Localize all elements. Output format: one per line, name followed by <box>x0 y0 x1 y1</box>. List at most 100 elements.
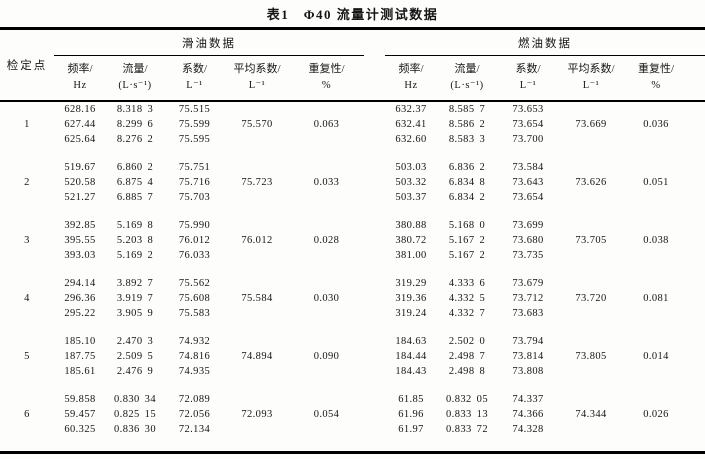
cell-oil-flow: 3.905 9 <box>116 308 154 319</box>
cell-fuel-average: 73.805 <box>575 351 607 362</box>
cell-fuel-coefficient: 73.794 <box>512 336 544 347</box>
cell-fuel-frequency: 319.24 <box>395 308 427 319</box>
column-name: 流量/ <box>454 62 480 75</box>
cell-oil-repeatability: 0.033 <box>313 177 340 188</box>
cell-fuel-frequency: 632.60 <box>395 134 427 145</box>
cell-oil-flow: 8.318 3 <box>116 104 154 115</box>
cell-oil-flow: 5.169 2 <box>116 250 154 261</box>
column-header-flow: 流量/ (L·s⁻¹) <box>106 55 164 102</box>
cell-fuel-repeatability: 0.038 <box>643 235 669 246</box>
data-row: 393.03 5.169 2 76.033 381.00 5.167 2 73.735 <box>0 248 705 263</box>
cell-oil-flow: 2.470 3 <box>116 336 154 347</box>
cell-point: 4 <box>24 293 30 304</box>
cell-oil-coefficient: 75.515 <box>178 104 211 115</box>
spacer-row <box>0 263 705 276</box>
cell-oil-coefficient: 75.562 <box>178 278 211 289</box>
cell-fuel-average: 73.720 <box>575 293 607 304</box>
cell-fuel-flow: 0.833 13 <box>446 409 488 420</box>
cell-oil-repeatability: 0.028 <box>313 235 340 246</box>
group-gap <box>364 28 386 102</box>
cell-oil-average: 75.570 <box>241 119 273 130</box>
cell-fuel-frequency: 503.37 <box>395 192 427 203</box>
cell-oil-flow: 5.203 8 <box>116 235 154 246</box>
cell-fuel-flow: 6.836 2 <box>448 162 486 173</box>
cell-fuel-frequency: 380.88 <box>395 220 427 231</box>
cell-fuel-frequency: 61.97 <box>398 424 424 435</box>
cell-oil-coefficient: 76.033 <box>178 250 211 261</box>
cell-fuel-flow: 4.333 6 <box>448 278 486 289</box>
cell-oil-coefficient: 74.935 <box>178 366 211 377</box>
cell-oil-coefficient: 75.751 <box>178 162 211 173</box>
column-unit: % <box>321 80 332 92</box>
group-gap-cell <box>364 392 385 437</box>
cell-fuel-coefficient: 74.337 <box>512 394 544 405</box>
cell-fuel-average: 73.705 <box>575 235 607 246</box>
cell-oil-flow: 3.919 7 <box>116 293 154 304</box>
column-name: 平均系数/ <box>567 62 615 75</box>
data-row: 295.22 3.905 9 75.583 319.24 4.332 7 73.683 <box>0 306 705 321</box>
cell-oil-frequency: 628.16 <box>64 104 96 115</box>
column-header-frequency: 频率/Hz <box>385 55 438 102</box>
column-unit: Hz <box>404 80 418 92</box>
group-gap-cell <box>364 334 385 379</box>
cell-fuel-repeatability: 0.051 <box>643 177 669 188</box>
cell-fuel-frequency: 184.43 <box>395 366 427 377</box>
column-header-flow: 流量/ (L·s⁻¹) <box>437 55 498 102</box>
cell-fuel-flow: 0.833 72 <box>446 424 488 435</box>
cell-fuel-frequency: 61.85 <box>398 394 424 405</box>
cell-fuel-frequency: 61.96 <box>398 409 424 420</box>
cell-oil-flow: 2.509 5 <box>116 351 154 362</box>
spacer-cell <box>0 263 705 276</box>
cell-oil-frequency: 185.61 <box>64 366 96 377</box>
spacer-row <box>0 205 705 218</box>
cell-fuel-flow: 0.832 05 <box>446 394 488 405</box>
data-row: 2 519.67 6.860 2 75.751 75.723 0.033 503.03 6.8… <box>0 160 705 188</box>
cell-oil-average: 72.093 <box>241 409 273 420</box>
cell-fuel-coefficient: 73.814 <box>512 351 544 362</box>
cell-fuel-coefficient: 73.654 <box>512 192 544 203</box>
cell-oil-flow: 0.836 30 <box>114 424 156 435</box>
column-unit: (L·s⁻¹) <box>118 80 152 92</box>
cell-oil-repeatability: 0.063 <box>313 119 340 130</box>
column-header-coefficient: 系数/L⁻¹ <box>164 55 225 102</box>
data-row: 185.61 2.476 9 74.935 184.43 2.498 8 73.808 <box>0 364 705 379</box>
cell-oil-repeatability: 0.054 <box>313 409 340 420</box>
cell-fuel-coefficient: 73.712 <box>512 293 544 304</box>
column-name: 重复性/ <box>308 62 345 75</box>
cell-point: 1 <box>24 119 30 130</box>
cell-oil-flow: 6.875 4 <box>116 177 154 188</box>
column-name: 频率/ <box>398 62 424 75</box>
cell-oil-flow: 5.169 8 <box>116 220 154 231</box>
cell-oil-average: 75.723 <box>241 177 273 188</box>
cell-fuel-frequency: 380.72 <box>395 235 427 246</box>
cell-fuel-frequency: 319.36 <box>395 293 427 304</box>
column-unit: L⁻¹ <box>582 80 600 92</box>
column-name: 流量/ <box>122 62 148 75</box>
cell-fuel-flow: 5.167 2 <box>448 250 486 261</box>
cell-oil-coefficient: 74.816 <box>178 351 211 362</box>
cell-oil-frequency: 294.14 <box>64 278 96 289</box>
cell-fuel-repeatability: 0.026 <box>643 409 669 420</box>
cell-fuel-flow: 5.168 0 <box>448 220 486 231</box>
group-gap-cell <box>364 276 385 321</box>
cell-fuel-coefficient: 74.328 <box>512 424 544 435</box>
cell-oil-coefficient: 75.703 <box>178 192 211 203</box>
cell-oil-frequency: 59.457 <box>64 409 96 420</box>
cell-oil-coefficient: 72.056 <box>178 409 211 420</box>
cell-fuel-frequency: 503.32 <box>395 177 427 188</box>
cell-fuel-coefficient: 73.683 <box>512 308 544 319</box>
cell-oil-flow: 0.825 15 <box>114 409 156 420</box>
table-title: 表1 Φ40 流量计测试数据 <box>266 7 439 22</box>
spacer-cell <box>0 321 705 334</box>
cell-oil-flow: 8.276 2 <box>116 134 154 145</box>
cell-fuel-coefficient: 73.699 <box>512 220 544 231</box>
spacer-row <box>0 437 705 453</box>
cell-fuel-frequency: 503.03 <box>395 162 427 173</box>
cell-oil-frequency: 392.85 <box>64 220 96 231</box>
cell-oil-average: 75.584 <box>241 293 273 304</box>
cell-fuel-coefficient: 73.679 <box>512 278 544 289</box>
cell-oil-flow: 8.299 6 <box>116 119 154 130</box>
column-header-row: 频率/Hz 流量/ (L·s⁻¹) 系数/L⁻¹ 平均系数/L⁻¹ 重复性/% 频率/Hz 流… <box>0 55 705 102</box>
cell-fuel-flow: 2.498 7 <box>448 351 486 362</box>
spacer-row <box>0 147 705 160</box>
